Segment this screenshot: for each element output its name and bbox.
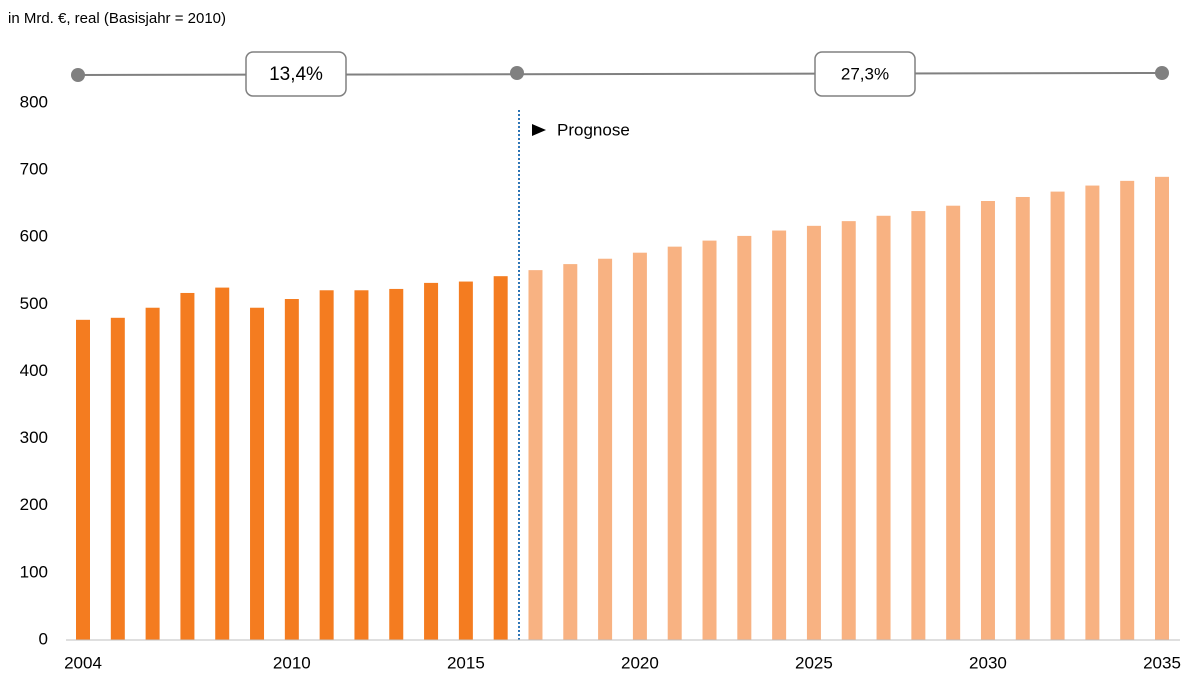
bar [180,292,195,640]
bar [1015,196,1030,640]
y-tick-label: 0 [39,629,48,648]
x-tick-label: 2030 [969,653,1007,672]
growth-box [814,51,916,97]
timeline: 13,4% 27,3% [71,51,1169,97]
growth-label: 27,3% [841,64,889,83]
bar [528,270,543,640]
chart-subtitle: in Mrd. €, real (Basisjahr = 2010) [8,10,226,27]
bar [702,240,717,640]
bar [667,246,682,640]
annotation: Prognose [557,120,630,139]
bar [946,205,961,641]
timeline-dot [510,66,524,80]
bar [980,201,995,640]
timeline-dot [71,68,85,82]
x-tick-label: 2025 [795,653,833,672]
x-tick-label: 2004 [64,653,102,672]
y-tick-label: 800 [20,92,48,111]
bar [424,282,439,640]
x-tick-label: 2015 [447,653,485,672]
bar [841,221,856,640]
bar [806,225,821,640]
bar [563,264,578,640]
timeline-line [77,72,1163,76]
bar [1050,191,1065,641]
bar [319,290,334,640]
bar [284,299,299,640]
y-tick-label: 200 [20,495,48,514]
x-tick-label: 2020 [621,653,659,672]
bar [250,307,265,640]
bar [911,211,926,641]
bar [737,235,752,640]
y-tick-label: 100 [20,562,48,581]
growth-box [245,51,347,97]
y-tick-label: 600 [20,227,48,246]
timeline-dot [1155,66,1169,80]
bar [458,281,473,640]
bar [876,215,891,640]
bar [1120,180,1135,641]
bar [215,287,230,640]
bar [772,230,787,640]
bar [1155,176,1169,640]
bar [493,276,508,640]
x-tick-label: 2010 [273,653,311,672]
bar [632,252,647,640]
growth-label: 13,4% [269,64,323,85]
bar [145,307,160,640]
bar [76,319,90,640]
y-tick-label: 700 [20,160,48,179]
bar [354,290,369,640]
bar [598,258,613,640]
y-tick-label: 500 [20,294,48,313]
y-tick-label: 400 [20,361,48,380]
bar [110,317,125,640]
bar [389,288,404,640]
bar [1085,185,1100,640]
y-tick-label: 300 [20,428,48,447]
annotation-marker [532,124,546,136]
x-tick-label: 2035 [1143,653,1181,672]
